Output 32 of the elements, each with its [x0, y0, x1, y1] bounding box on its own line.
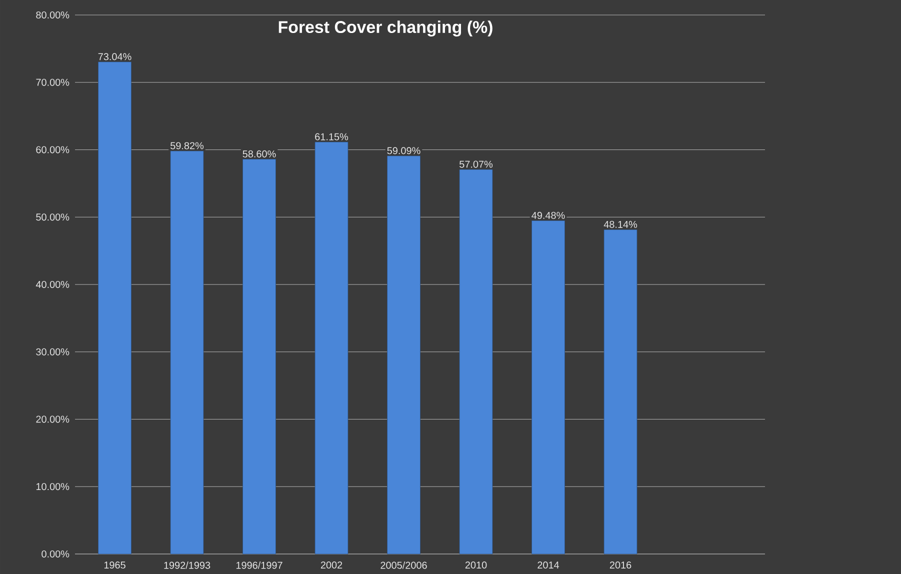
bar — [98, 62, 132, 554]
y-tick-label: 60.00% — [36, 146, 70, 154]
data-label: 59.09% — [387, 147, 420, 154]
y-tick-label: 70.00% — [36, 78, 70, 86]
data-label: 49.48% — [532, 212, 565, 219]
data-label: 57.07% — [460, 160, 493, 168]
data-label: 48.14% — [604, 220, 638, 228]
bar — [314, 142, 348, 554]
data-label: 73.04% — [98, 53, 132, 60]
y-tick-label: 0.00% — [42, 550, 70, 558]
x-tick-label: 2014 — [538, 562, 560, 569]
data-label: 58.60% — [242, 150, 276, 158]
y-tick-label: 10.00% — [36, 483, 70, 490]
chart-title: Forest Cover changing (%) — [278, 20, 492, 36]
data-label: 59.82% — [170, 142, 204, 150]
y-tick-label: 20.00% — [36, 416, 70, 423]
bar — [459, 169, 493, 554]
x-tick-label: 1965 — [104, 562, 126, 569]
x-tick-label: 1992/1993 — [164, 562, 210, 569]
bar — [170, 150, 204, 554]
x-tick-label: 2005/2006 — [380, 562, 427, 569]
bar — [242, 158, 276, 554]
y-tick-label: 80.00% — [36, 11, 70, 19]
y-tick-label: 50.00% — [36, 214, 70, 221]
x-tick-label: 2010 — [465, 562, 487, 569]
y-tick-label: 40.00% — [36, 280, 70, 288]
x-tick-label: 2002 — [320, 562, 342, 569]
y-tick-label: 30.00% — [36, 348, 70, 356]
data-label: 61.15% — [315, 133, 348, 140]
bar — [604, 229, 638, 554]
x-tick-label: 1996/1997 — [236, 562, 282, 569]
x-tick-label: 2016 — [610, 562, 632, 569]
